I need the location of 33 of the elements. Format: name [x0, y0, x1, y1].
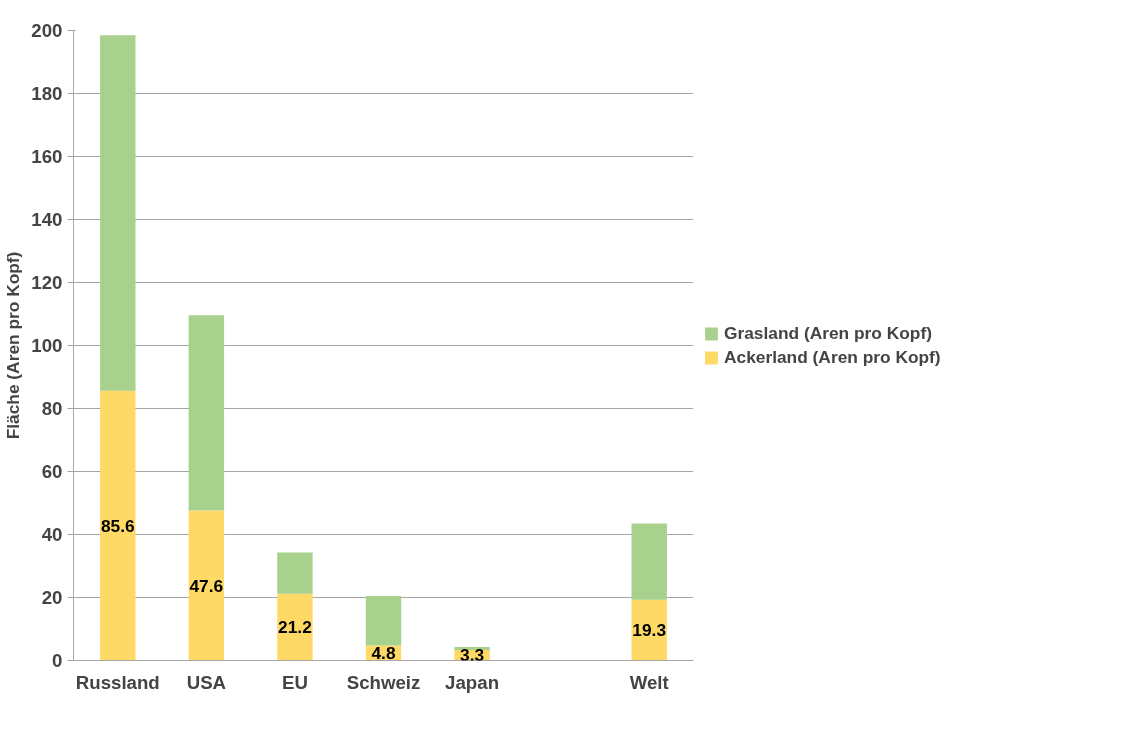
data-label: 4.8: [371, 642, 396, 663]
bar: [188, 315, 225, 511]
y-tick-label: 60: [41, 461, 63, 482]
y-tick-label: 0: [52, 650, 63, 671]
x-tick-label: Japan: [445, 671, 500, 693]
data-label: 19.3: [632, 620, 667, 641]
bar: [100, 35, 136, 391]
y-tick-label: 80: [41, 398, 63, 419]
x-tick-label: Schweiz: [346, 671, 421, 693]
y-tick-label: 160: [31, 146, 63, 167]
bar: [188, 510, 225, 661]
y-tick-label: 20: [41, 587, 63, 608]
data-label: 21.2: [278, 617, 312, 638]
bar: [100, 390, 136, 661]
y-tick-label: 200: [31, 20, 63, 41]
legend-label: Ackerland (Aren pro Kopf): [724, 346, 941, 368]
y-tick-label: 120: [31, 272, 63, 293]
y-tick-label: 140: [31, 209, 63, 230]
bar: [277, 593, 313, 661]
bar: [277, 552, 313, 594]
legend-label: Grasland (Aren pro Kopf): [724, 322, 932, 344]
y-tick-label: 40: [41, 524, 63, 545]
y-tick-label: 100: [31, 335, 63, 356]
x-tick-label: USA: [186, 671, 227, 693]
data-label: 85.6: [100, 515, 136, 536]
x-tick-label: Welt: [629, 671, 669, 693]
y-tick-label: 180: [31, 83, 63, 104]
bar: [631, 523, 667, 600]
bar: [365, 595, 402, 646]
x-tick-label: EU: [281, 671, 308, 693]
data-label: 47.6: [189, 575, 224, 596]
x-tick-label: Russland: [75, 671, 160, 693]
y-axis-title: Fläche (Aren pro Kopf): [3, 251, 24, 440]
